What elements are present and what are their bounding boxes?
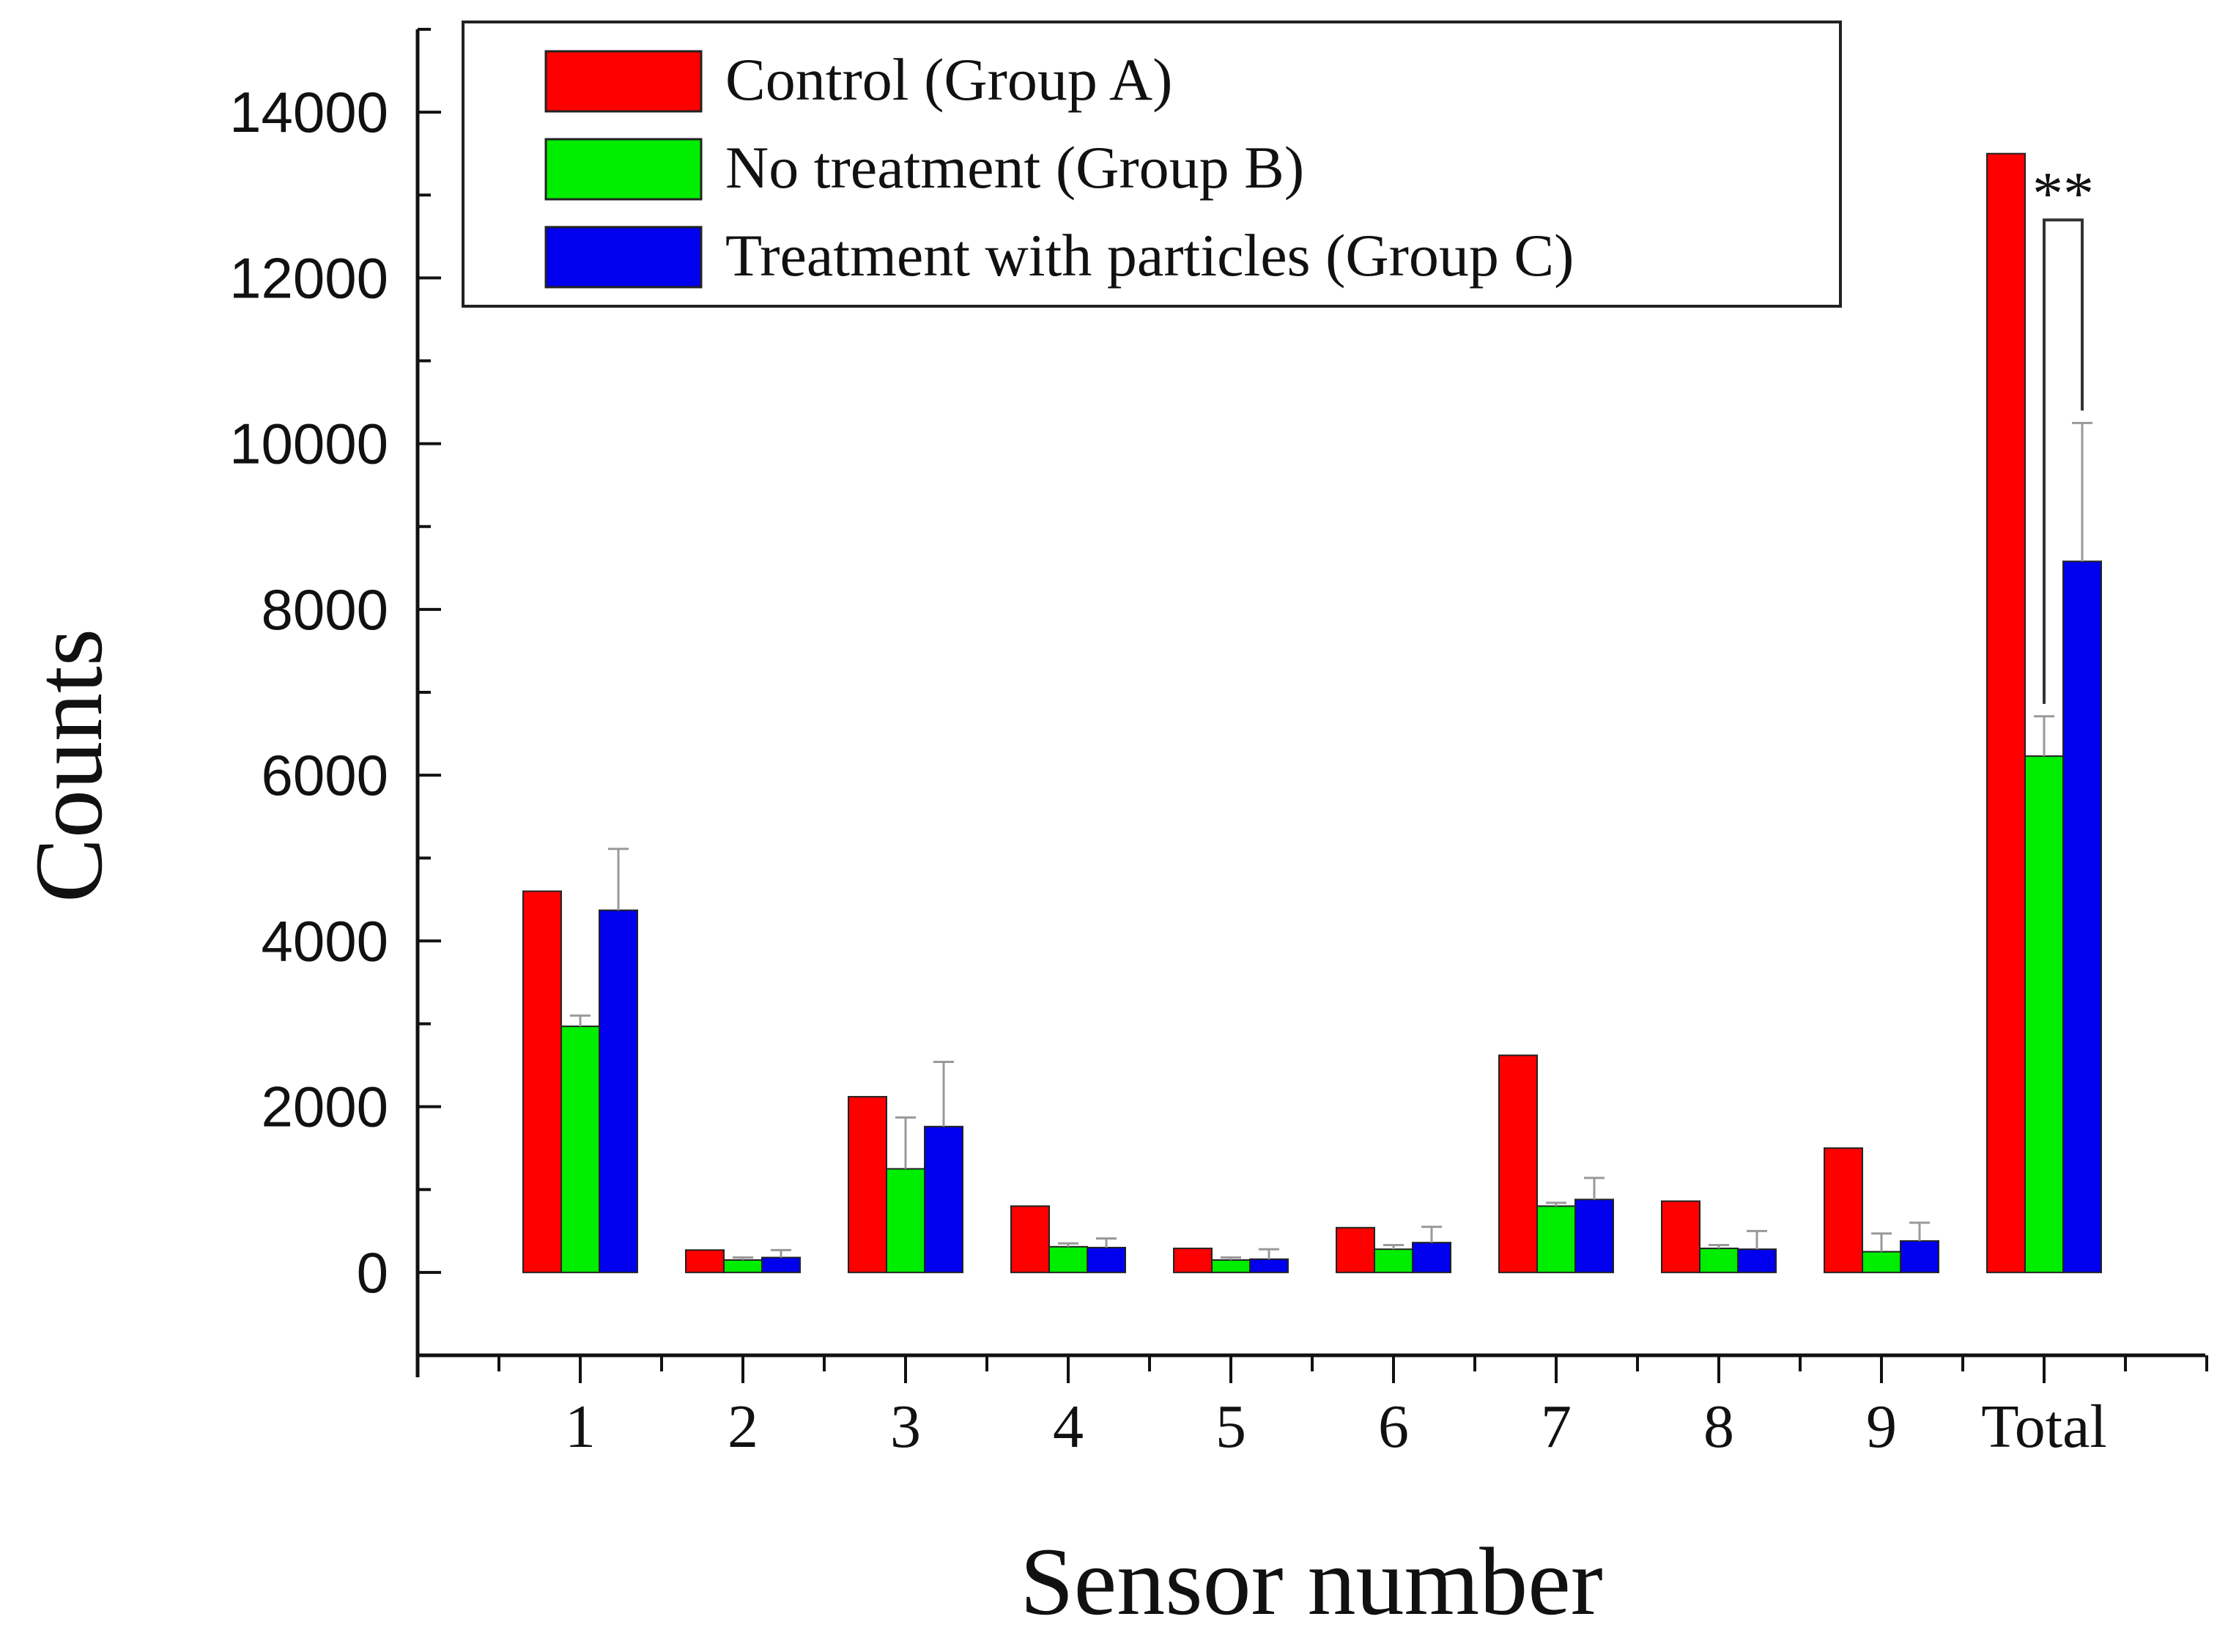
x-axis-label: Sensor number: [1020, 1527, 1603, 1635]
bar-3-9: [1900, 1240, 1939, 1273]
bar-1-9: [1824, 1147, 1863, 1273]
legend: Control (Group A) No treatment (Group B) T…: [462, 21, 1842, 308]
bar-3-2: [761, 1256, 801, 1273]
error-bar-3-9: [1909, 1221, 1930, 1241]
error-bar-2-2: [733, 1256, 753, 1260]
annotations-layer: **: [2032, 160, 2094, 704]
error-bar-2-9: [1871, 1232, 1892, 1252]
bar-3-7: [1574, 1199, 1614, 1273]
y-tick-label: 2000: [261, 1075, 388, 1139]
bar-2-1: [560, 1025, 600, 1273]
bar-3-3: [924, 1125, 963, 1273]
bar-2-8: [1699, 1248, 1739, 1273]
x-tick-label-7: 7: [1541, 1393, 1572, 1461]
bar-3-6: [1412, 1242, 1451, 1273]
legend-item-1: Control (Group A): [544, 46, 1172, 113]
y-tick-label: 12000: [229, 245, 388, 310]
bar-1-6: [1336, 1226, 1375, 1273]
significance-bracket: **: [2032, 160, 2094, 704]
error-bar-3-8: [1747, 1229, 1767, 1250]
error-bar-2-total: [2034, 715, 2054, 757]
bar-1-8: [1661, 1200, 1700, 1273]
error-bar-3-2: [771, 1248, 791, 1258]
x-tick-label-4: 4: [1053, 1393, 1084, 1461]
y-tick-label: 6000: [261, 743, 388, 807]
bar-2-4: [1048, 1245, 1088, 1273]
error-bar-3-7: [1584, 1177, 1605, 1200]
error-bar-2-4: [1058, 1242, 1078, 1247]
y-tick-label: 14000: [229, 80, 388, 144]
y-axis-label: Counts: [15, 629, 122, 903]
bar-2-9: [1862, 1251, 1901, 1273]
legend-item-2: No treatment (Group B): [544, 134, 1304, 201]
significance-label: **: [2032, 160, 2094, 228]
legend-label: Control (Group A): [725, 46, 1172, 113]
error-bar-3-1: [608, 848, 629, 911]
error-bar-2-8: [1709, 1244, 1729, 1249]
bar-2-3: [886, 1168, 925, 1273]
x-tick-label-total: Total: [1981, 1393, 2106, 1461]
legend-swatch: [544, 138, 703, 201]
x-tick-label-6: 6: [1378, 1393, 1409, 1461]
x-tick-label-9: 9: [1866, 1393, 1897, 1461]
y-tick-label: 10000: [229, 412, 388, 476]
error-bar-3-5: [1259, 1248, 1279, 1259]
y-tick-label: 0: [357, 1240, 388, 1305]
x-tick-label-3: 3: [890, 1393, 921, 1461]
error-bar-3-3: [933, 1061, 954, 1127]
error-bar-3-4: [1096, 1237, 1117, 1248]
bar-2-5: [1211, 1259, 1251, 1273]
y-tick-label: 8000: [261, 577, 388, 642]
error-bar-2-3: [895, 1116, 916, 1169]
legend-label: Treatment with particles (Group C): [725, 222, 1574, 289]
error-bar-2-1: [570, 1014, 591, 1026]
error-bar-2-6: [1383, 1244, 1404, 1250]
bar-1-7: [1498, 1054, 1538, 1273]
bar-2-total: [2024, 755, 2064, 1273]
x-tick-label-5: 5: [1215, 1393, 1246, 1461]
bar-3-4: [1087, 1246, 1126, 1273]
y-tick-label: 4000: [261, 908, 388, 973]
x-tick-label-1: 1: [565, 1393, 596, 1461]
bar-1-5: [1173, 1248, 1213, 1273]
legend-swatch: [544, 50, 703, 113]
bar-2-7: [1536, 1205, 1576, 1273]
bar-3-1: [599, 909, 638, 1273]
axes-layer: 0 2000 4000 6000 8000 10000 12000 14000 1 2 3 4 5 6 7 8…: [229, 28, 2208, 1461]
x-tick-label-8: 8: [1703, 1393, 1734, 1461]
x-tick-label-2: 2: [728, 1393, 758, 1461]
bar-1-1: [522, 890, 562, 1273]
legend-label: No treatment (Group B): [725, 134, 1304, 201]
bar-1-2: [685, 1249, 725, 1273]
error-bar-3-total: [2072, 421, 2092, 562]
bar-2-6: [1374, 1248, 1413, 1273]
bar-3-total: [2062, 560, 2102, 1273]
error-bar-2-5: [1221, 1256, 1241, 1260]
bars-layer: [522, 152, 2102, 1273]
error-bar-3-6: [1421, 1226, 1442, 1243]
bar-3-8: [1737, 1248, 1777, 1273]
error-bar-2-7: [1546, 1201, 1566, 1207]
bar-3-5: [1249, 1258, 1289, 1273]
bar-1-4: [1010, 1205, 1050, 1273]
legend-item-3: Treatment with particles (Group C): [544, 222, 1574, 289]
bar-2-2: [723, 1259, 763, 1273]
bar-1-total: [1986, 152, 2026, 1273]
bar-1-3: [848, 1096, 887, 1273]
error-bars-layer: [570, 421, 2092, 1260]
legend-swatch: [544, 226, 703, 289]
